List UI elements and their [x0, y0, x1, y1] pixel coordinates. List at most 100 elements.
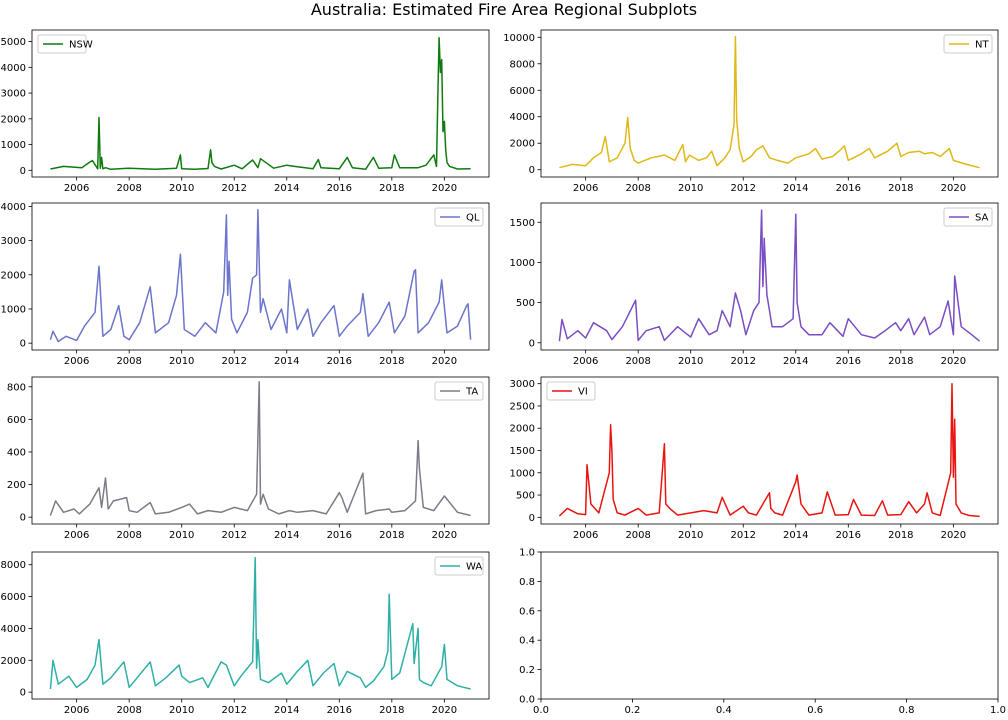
axes-frame — [540, 202, 999, 351]
x-tick-label: 2016 — [327, 705, 352, 716]
series-line-vi — [558, 382, 980, 518]
x-tick-label: 2012 — [731, 356, 756, 367]
y-tick-label: 800 — [7, 382, 26, 393]
x-tick-label: 2016 — [327, 356, 352, 367]
x-tick-label: 2018 — [888, 183, 913, 194]
x-tick-label: 2006 — [64, 705, 89, 716]
y-tick-label: 500 — [516, 298, 535, 309]
y-tick-label: 1.0 — [519, 548, 535, 559]
y-tick-label: 1500 — [510, 218, 535, 229]
axes-frame — [31, 202, 490, 351]
y-tick-label: 3000 — [510, 379, 535, 390]
x-tick-label: 2010 — [169, 530, 194, 541]
y-tick-label: 5000 — [1, 37, 26, 48]
y-tick-label: 0 — [20, 688, 26, 699]
legend-vi: VI — [546, 381, 596, 401]
y-tick-label: 8000 — [510, 59, 535, 70]
x-tick-label: 2006 — [64, 530, 89, 541]
legend-wa: WA — [434, 556, 484, 576]
y-tick-label: 400 — [7, 447, 26, 458]
y-tick-label: 500 — [516, 491, 535, 502]
y-tick-label: 0 — [529, 513, 535, 524]
legend-nt: NT — [943, 34, 993, 54]
x-tick-label: 0.6 — [807, 705, 823, 716]
y-tick-label: 2000 — [1, 270, 26, 281]
x-tick-label: 2018 — [379, 530, 404, 541]
y-tick-label: 0 — [529, 165, 535, 176]
y-tick-label: 2500 — [510, 401, 535, 412]
subplot-sa: 2006 2008 2010 2012 2014 2016 2018 2020 0 500 1000… — [510, 202, 999, 367]
y-tick-label: 4000 — [1, 63, 26, 74]
legend-label: QL — [466, 213, 480, 224]
x-tick-label: 0.0 — [533, 705, 549, 716]
legend-label: NSW — [69, 40, 93, 51]
x-tick-label: 2010 — [169, 705, 194, 716]
y-tick-label: 1500 — [510, 446, 535, 457]
series-line-wa — [49, 556, 471, 690]
x-tick-label: 2016 — [327, 530, 352, 541]
x-tick-label: 2006 — [573, 356, 598, 367]
x-tick-label: 2010 — [169, 356, 194, 367]
x-tick-label: 2014 — [274, 530, 299, 541]
y-tick-label: 2000 — [1, 114, 26, 125]
x-tick-label: 2012 — [222, 183, 247, 194]
figure-title: Australia: Estimated Fire Area Regional … — [310, 0, 698, 19]
legend-label: TA — [465, 387, 478, 398]
x-tick-label: 2008 — [116, 356, 141, 367]
x-tick-label: 1.0 — [990, 705, 1006, 716]
x-tick-label: 2018 — [379, 356, 404, 367]
x-tick-label: 2006 — [573, 183, 598, 194]
axes-frame — [31, 376, 490, 525]
y-tick-label: 0 — [529, 338, 535, 349]
x-tick-label: 2008 — [625, 356, 650, 367]
x-tick-label: 2014 — [274, 183, 299, 194]
x-tick-label: 2016 — [836, 356, 861, 367]
x-tick-label: 2012 — [222, 705, 247, 716]
x-tick-label: 2012 — [731, 530, 756, 541]
x-tick-label: 2020 — [432, 183, 457, 194]
y-tick-label: 3000 — [1, 236, 26, 247]
y-tick-label: 2000 — [510, 139, 535, 150]
x-tick-label: 2008 — [625, 183, 650, 194]
legend-ta: TA — [434, 381, 484, 401]
x-tick-label: 2006 — [64, 183, 89, 194]
x-tick-label: 2014 — [274, 356, 299, 367]
legend-ql: QL — [434, 207, 484, 227]
y-tick-label: 200 — [7, 480, 26, 491]
series-line-ql — [49, 209, 472, 343]
series-line-sa — [558, 209, 981, 342]
series-line-ta — [49, 381, 471, 517]
x-tick-label: 2020 — [941, 356, 966, 367]
x-tick-label: 2012 — [731, 183, 756, 194]
legend-label: SA — [975, 213, 989, 224]
y-tick-label: 0.4 — [519, 636, 535, 647]
y-tick-label: 10000 — [503, 33, 535, 44]
y-tick-label: 0 — [20, 339, 26, 350]
subplot-ta: 2006 2008 2010 2012 2014 2016 2018 2020 0 200 400 6… — [7, 376, 490, 541]
y-tick-label: 6000 — [1, 592, 26, 603]
x-tick-label: 2008 — [116, 183, 141, 194]
y-tick-label: 4000 — [510, 112, 535, 123]
subplot-vi: 2006 2008 2010 2012 2014 2016 2018 2020 0 500 1000… — [510, 376, 999, 541]
axes-frame — [31, 551, 490, 700]
x-tick-label: 2018 — [888, 530, 913, 541]
x-tick-label: 2020 — [432, 705, 457, 716]
y-tick-label: 4000 — [1, 624, 26, 635]
subplot-ql: 2006 2008 2010 2012 2014 2016 2018 2020 0 1000 200… — [1, 202, 490, 367]
series-line-nt — [559, 35, 980, 169]
y-tick-label: 2000 — [1, 656, 26, 667]
y-tick-label: 1000 — [1, 304, 26, 315]
x-tick-label: 2008 — [116, 705, 141, 716]
x-tick-label: 2016 — [836, 530, 861, 541]
x-tick-label: 2014 — [274, 705, 299, 716]
x-tick-label: 2008 — [116, 530, 141, 541]
x-tick-label: 2020 — [432, 356, 457, 367]
y-tick-label: 600 — [7, 415, 26, 426]
legend-label: WA — [466, 562, 482, 573]
x-tick-label: 2018 — [379, 183, 404, 194]
x-tick-label: 2010 — [678, 183, 703, 194]
x-tick-label: 2012 — [222, 356, 247, 367]
series-line-nsw — [50, 36, 471, 171]
x-tick-label: 2010 — [678, 530, 703, 541]
x-tick-label: 2020 — [432, 530, 457, 541]
